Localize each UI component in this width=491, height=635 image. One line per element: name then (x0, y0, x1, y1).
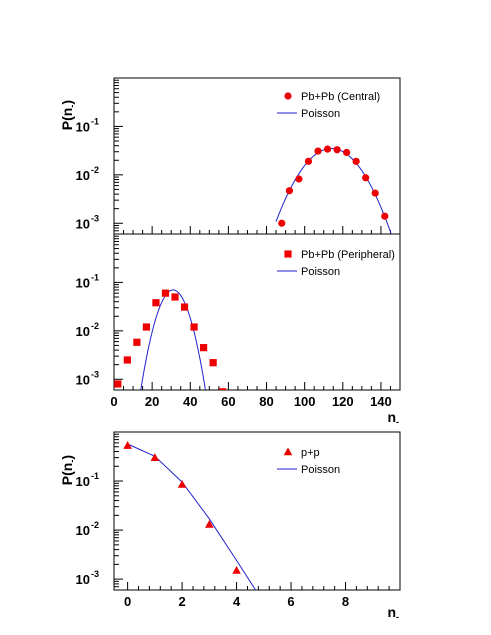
data-point (323, 145, 332, 153)
data-point (295, 175, 303, 183)
data-point (304, 157, 313, 165)
y-tick-label: 10 -3 (76, 569, 99, 587)
y-tick-label: 10 -2 (76, 520, 99, 538)
y-tick-label: 10 -1 (76, 471, 99, 489)
legend: Pb+Pb (Peripheral) Poisson (277, 249, 395, 278)
y-tick-label: 10 -1 (76, 272, 99, 290)
data-point (285, 187, 294, 195)
legend: p+p Poisson (277, 447, 340, 476)
x-tick-label: 40 (183, 394, 197, 409)
x-tick-label: 8 (342, 594, 349, 609)
y-tick-exp: -3 (91, 213, 99, 223)
x-tick-label: 80 (259, 394, 273, 409)
data-point (200, 344, 208, 352)
y-tick-label: 10 -1 (76, 116, 99, 134)
legend-label-data: p+p (301, 447, 320, 459)
y-axis-title: P(n-) (59, 100, 77, 130)
y-tick-label: 10 -3 (76, 213, 99, 231)
data-point (177, 480, 187, 488)
data-point (205, 519, 214, 528)
x-tick-label: 4 (233, 594, 241, 609)
poisson-curve (127, 443, 257, 590)
data-point (333, 146, 341, 154)
data-point (232, 565, 241, 574)
x-tick-label: 100 (294, 394, 316, 409)
data-point (142, 323, 151, 331)
legend: Pb+Pb (Central) Poisson (277, 91, 380, 120)
plot-frame (113, 431, 401, 591)
y-tick-base: 10 (76, 216, 90, 231)
x-tick-label: 6 (287, 594, 294, 609)
y-tick-exp: -3 (91, 569, 99, 579)
data-point (150, 453, 160, 461)
y-tick-base: 10 (76, 523, 90, 538)
series-data (278, 145, 389, 227)
x-tick-label: 140 (370, 394, 392, 409)
x-tick-label: 0 (110, 394, 117, 409)
data-point (161, 289, 170, 297)
y-tick-base: 10 (76, 572, 90, 587)
data-point (180, 303, 189, 311)
y-tick-exp: -1 (91, 272, 99, 282)
legend-label-data: Pb+Pb (Peripheral) (301, 249, 395, 261)
x-tick-label: 2 (178, 594, 185, 609)
y-tick-exp: -2 (91, 520, 99, 530)
data-point (314, 147, 322, 155)
data-point (123, 356, 131, 364)
data-point (278, 219, 286, 227)
y-tick-base: 10 (76, 168, 90, 183)
y-tick-label: 10 -2 (76, 165, 99, 183)
data-point (133, 338, 141, 346)
y-tick-label: 10 -3 (76, 369, 99, 387)
data-point (209, 359, 217, 367)
y-tick-base: 10 (76, 474, 90, 489)
y-tick-exp: -1 (91, 471, 99, 481)
y-axis-title: P(n-) (59, 455, 77, 485)
data-point (114, 380, 122, 388)
x-tick-label: 20 (145, 394, 159, 409)
data-point (381, 212, 389, 220)
data-point (371, 189, 379, 197)
series-poisson (127, 443, 257, 590)
legend-label-fit: Poisson (301, 266, 340, 278)
series-data (123, 441, 241, 574)
legend-label-data: Pb+Pb (Central) (301, 91, 380, 103)
y-tick-exp: -1 (91, 116, 99, 126)
y-tick-base: 10 (76, 324, 90, 339)
data-point (362, 174, 370, 182)
legend-marker (284, 250, 292, 258)
legend-marker (283, 447, 293, 456)
legend-marker (284, 92, 292, 100)
data-point (190, 323, 198, 331)
y-tick-base: 10 (76, 275, 90, 290)
data-point (152, 299, 160, 307)
series-poisson (140, 289, 206, 390)
data-point (123, 441, 132, 449)
y-tick-exp: -2 (91, 321, 99, 331)
x-tick-label: 60 (221, 394, 235, 409)
data-point (343, 148, 351, 157)
y-tick-exp: -2 (91, 165, 99, 175)
data-point (352, 157, 360, 165)
data-point (219, 388, 227, 390)
x-axis-title: n- (387, 409, 399, 427)
legend-label-fit: Poisson (301, 108, 340, 120)
data-point (171, 293, 179, 301)
y-tick-base: 10 (76, 119, 90, 134)
x-tick-label: 120 (332, 394, 354, 409)
y-tick-base: 10 (76, 372, 90, 387)
series-data (114, 289, 227, 390)
poisson-curve (140, 289, 206, 390)
y-tick-exp: -3 (91, 369, 99, 379)
y-tick-label: 10 -2 (76, 321, 99, 339)
legend-label-fit: Poisson (301, 464, 340, 476)
x-axis-title: n- (387, 604, 399, 622)
x-tick-label: 0 (124, 594, 131, 609)
